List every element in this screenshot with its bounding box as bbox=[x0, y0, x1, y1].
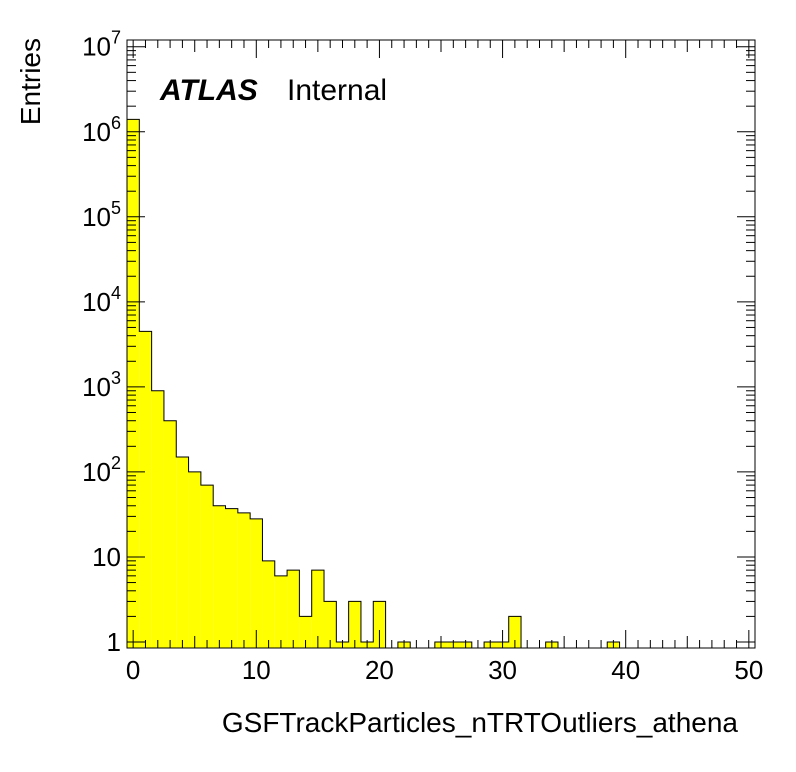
histogram-bar bbox=[127, 119, 140, 648]
x-tick-label: 40 bbox=[611, 655, 640, 685]
x-tick-label: 50 bbox=[734, 655, 763, 685]
x-tick-labels: 0 10 20 30 40 50 bbox=[126, 655, 763, 685]
histogram-bar bbox=[237, 512, 251, 648]
y-tick-label: 105 bbox=[82, 198, 121, 232]
histogram-bar bbox=[163, 420, 177, 648]
histogram-bar bbox=[250, 518, 263, 648]
histogram-bar bbox=[176, 456, 189, 648]
y-tick-label: 1 bbox=[107, 627, 121, 657]
histogram-bars bbox=[126, 118, 755, 649]
y-axis-title: Entries bbox=[15, 38, 46, 125]
x-tick-label: 10 bbox=[242, 655, 271, 685]
x-axis-title: GSFTrackParticles_nTRTOutliers_athena bbox=[222, 707, 739, 738]
y-tick-label: 104 bbox=[82, 283, 121, 317]
histogram-bar bbox=[139, 331, 152, 648]
histogram-bar bbox=[151, 390, 164, 648]
histogram-bar bbox=[213, 505, 226, 648]
histogram-bar bbox=[324, 601, 337, 648]
y-tick-label: 107 bbox=[82, 28, 121, 62]
y-tick-label: 10 bbox=[92, 542, 121, 572]
histogram-bar bbox=[373, 601, 386, 648]
histogram-bar bbox=[188, 471, 201, 648]
axis-ticks bbox=[127, 40, 755, 648]
histogram-bar bbox=[262, 560, 275, 648]
histogram-bar bbox=[299, 616, 312, 648]
y-tick-label: 103 bbox=[82, 368, 121, 402]
internal-label: Internal bbox=[287, 74, 387, 107]
histogram-bar bbox=[225, 508, 238, 648]
histogram-bar bbox=[200, 485, 214, 648]
histogram-bar bbox=[311, 570, 325, 648]
atlas-label: ATLAS bbox=[159, 74, 258, 107]
histogram-bar bbox=[287, 570, 300, 648]
histogram-bar bbox=[508, 616, 522, 648]
y-tick-label: 106 bbox=[82, 113, 121, 147]
x-tick-label: 30 bbox=[488, 655, 517, 685]
y-tick-label: 102 bbox=[82, 453, 121, 487]
x-tick-label: 20 bbox=[365, 655, 394, 685]
y-tick-labels: 1 10 102 103 104 105 106 107 bbox=[82, 28, 121, 657]
histogram-bar bbox=[274, 575, 288, 648]
x-tick-label: 0 bbox=[126, 655, 140, 685]
histogram-bar bbox=[348, 601, 361, 648]
